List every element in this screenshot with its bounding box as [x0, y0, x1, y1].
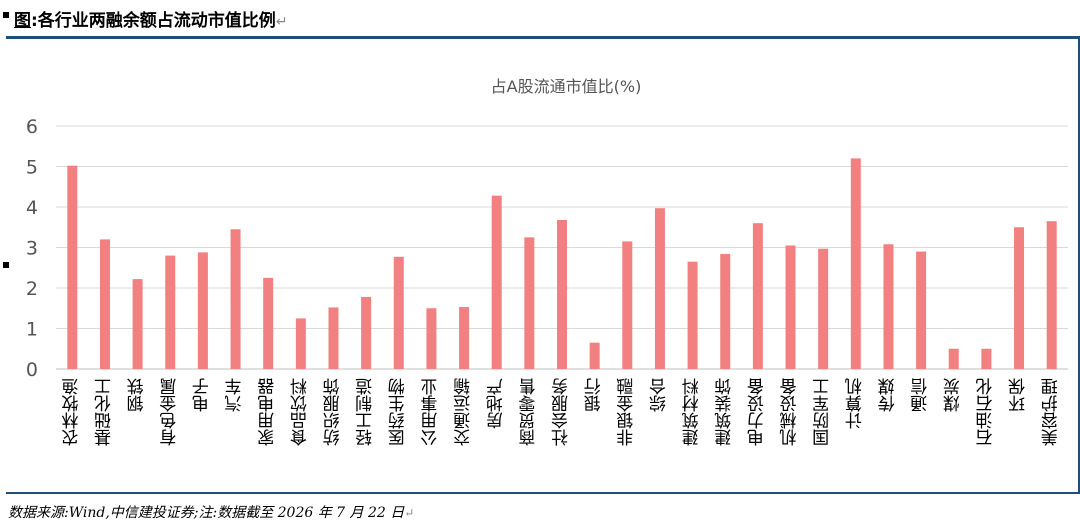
x-tick-label: 食品饮料 — [290, 378, 311, 446]
x-tick-label: 交通运输 — [454, 377, 475, 446]
bullet-marker — [3, 12, 9, 18]
chart-title: 占A股流通市值比(%) — [491, 77, 642, 96]
x-tick-label: 通信 — [911, 378, 932, 412]
bar — [557, 219, 567, 369]
x-tick-label: 基础化工 — [94, 378, 115, 446]
bar — [1014, 227, 1025, 369]
bar — [132, 279, 143, 369]
bar — [67, 165, 78, 369]
bar — [99, 239, 110, 369]
header-divider — [6, 36, 1080, 39]
bar — [948, 348, 959, 369]
x-tick-label: 公用事业 — [421, 378, 442, 446]
side-bullet-marker — [3, 262, 9, 268]
x-tick-label: 农林牧渔 — [62, 378, 83, 446]
bar — [1046, 221, 1057, 369]
bar — [263, 277, 274, 370]
bar — [165, 255, 176, 369]
x-tick-label: 机械设备 — [780, 378, 801, 446]
figure-header: 图:各行业两融余额占流动市值比例↵ — [0, 0, 1080, 36]
x-tick-label: 美容护理 — [1041, 378, 1062, 446]
bar — [818, 248, 829, 369]
x-tick-label: 纺织服饰 — [323, 378, 344, 446]
bars — [67, 158, 1057, 370]
y-tick-label: 1 — [26, 319, 38, 341]
bar — [295, 318, 306, 370]
bar — [197, 252, 208, 369]
bar — [230, 229, 241, 369]
x-tick-label: 银行 — [584, 377, 605, 412]
bar — [916, 251, 927, 369]
x-tick-label: 国防军工 — [813, 378, 834, 446]
y-tick-label: 0 — [26, 359, 38, 381]
x-axis-labels: 农林牧渔 基础化工 钢铁 有色金属 电子 汽车 家用电器 食品饮料 纺织服饰 轻工制造 医药生物 公用… — [62, 377, 1062, 446]
return-mark: ↵ — [275, 14, 288, 30]
y-tick-label: 5 — [26, 157, 38, 179]
x-tick-label: 计算机 — [845, 378, 866, 429]
figure-label: 图 — [14, 11, 31, 31]
x-tick-label: 商贸零售 — [519, 378, 540, 446]
bar — [981, 348, 992, 369]
x-tick-label: 家用电器 — [258, 378, 279, 446]
y-tick-label: 6 — [26, 116, 38, 138]
x-tick-label: 石油石化 — [976, 378, 997, 446]
bar — [720, 253, 731, 369]
bar — [752, 223, 763, 369]
y-tick-label: 2 — [26, 278, 38, 300]
y-tick-label: 4 — [26, 197, 38, 219]
y-axis-ticks: 0 1 2 3 4 5 6 — [26, 116, 38, 381]
x-tick-label: 轻工制造 — [356, 378, 377, 446]
bar — [361, 296, 372, 369]
x-tick-label: 非银金融 — [617, 377, 638, 446]
x-tick-label: 综合 — [649, 378, 670, 412]
y-tick-label: 3 — [26, 238, 38, 260]
bar — [850, 158, 861, 369]
bar — [785, 245, 796, 369]
figure-title: 图:各行业两融余额占流动市值比例↵ — [14, 6, 288, 31]
bar — [654, 208, 665, 369]
x-tick-label: 电子 — [192, 378, 213, 412]
x-tick-label: 医药生物 — [388, 378, 409, 446]
bar — [622, 241, 633, 369]
x-tick-label: 社会服务 — [552, 378, 573, 446]
x-tick-label: 汽车 — [225, 378, 246, 412]
x-tick-label: 建筑材料 — [682, 378, 703, 446]
bar-chart: 占A股流通市值比(%) 0 1 2 3 4 5 6 农林牧渔 基础化工 钢铁 有色金属 电子 汽车 家用… — [26, 77, 1068, 446]
source-note-text: 数据来源:Wind,中信建投证券;注:数据截至 2026 年 7 月 22 日 — [8, 505, 405, 521]
x-tick-label: 建筑装饰 — [715, 378, 736, 446]
x-tick-label: 环保 — [1009, 378, 1030, 412]
right-border — [1078, 36, 1080, 493]
bar — [328, 307, 339, 369]
footer-return-mark: ↵ — [404, 506, 415, 520]
x-tick-label: 钢铁 — [127, 378, 148, 412]
bar — [883, 244, 894, 369]
bar — [393, 256, 404, 369]
bar — [589, 342, 600, 369]
footer-divider — [6, 492, 1080, 494]
x-tick-label: 房地产 — [486, 378, 507, 429]
bar — [687, 261, 698, 369]
x-tick-label: 有色金属 — [160, 378, 181, 446]
x-tick-label: 电力设备 — [747, 378, 768, 446]
x-tick-label: 传媒 — [878, 378, 899, 412]
bar — [459, 307, 470, 369]
x-tick-label: 煤炭 — [943, 378, 964, 412]
bar — [524, 237, 535, 370]
bar — [491, 195, 502, 369]
bar — [426, 308, 437, 369]
source-note: 数据来源:Wind,中信建投证券;注:数据截至 2026 年 7 月 22 日↵ — [8, 502, 414, 522]
figure-title-text: :各行业两融余额占流动市值比例 — [31, 11, 276, 31]
